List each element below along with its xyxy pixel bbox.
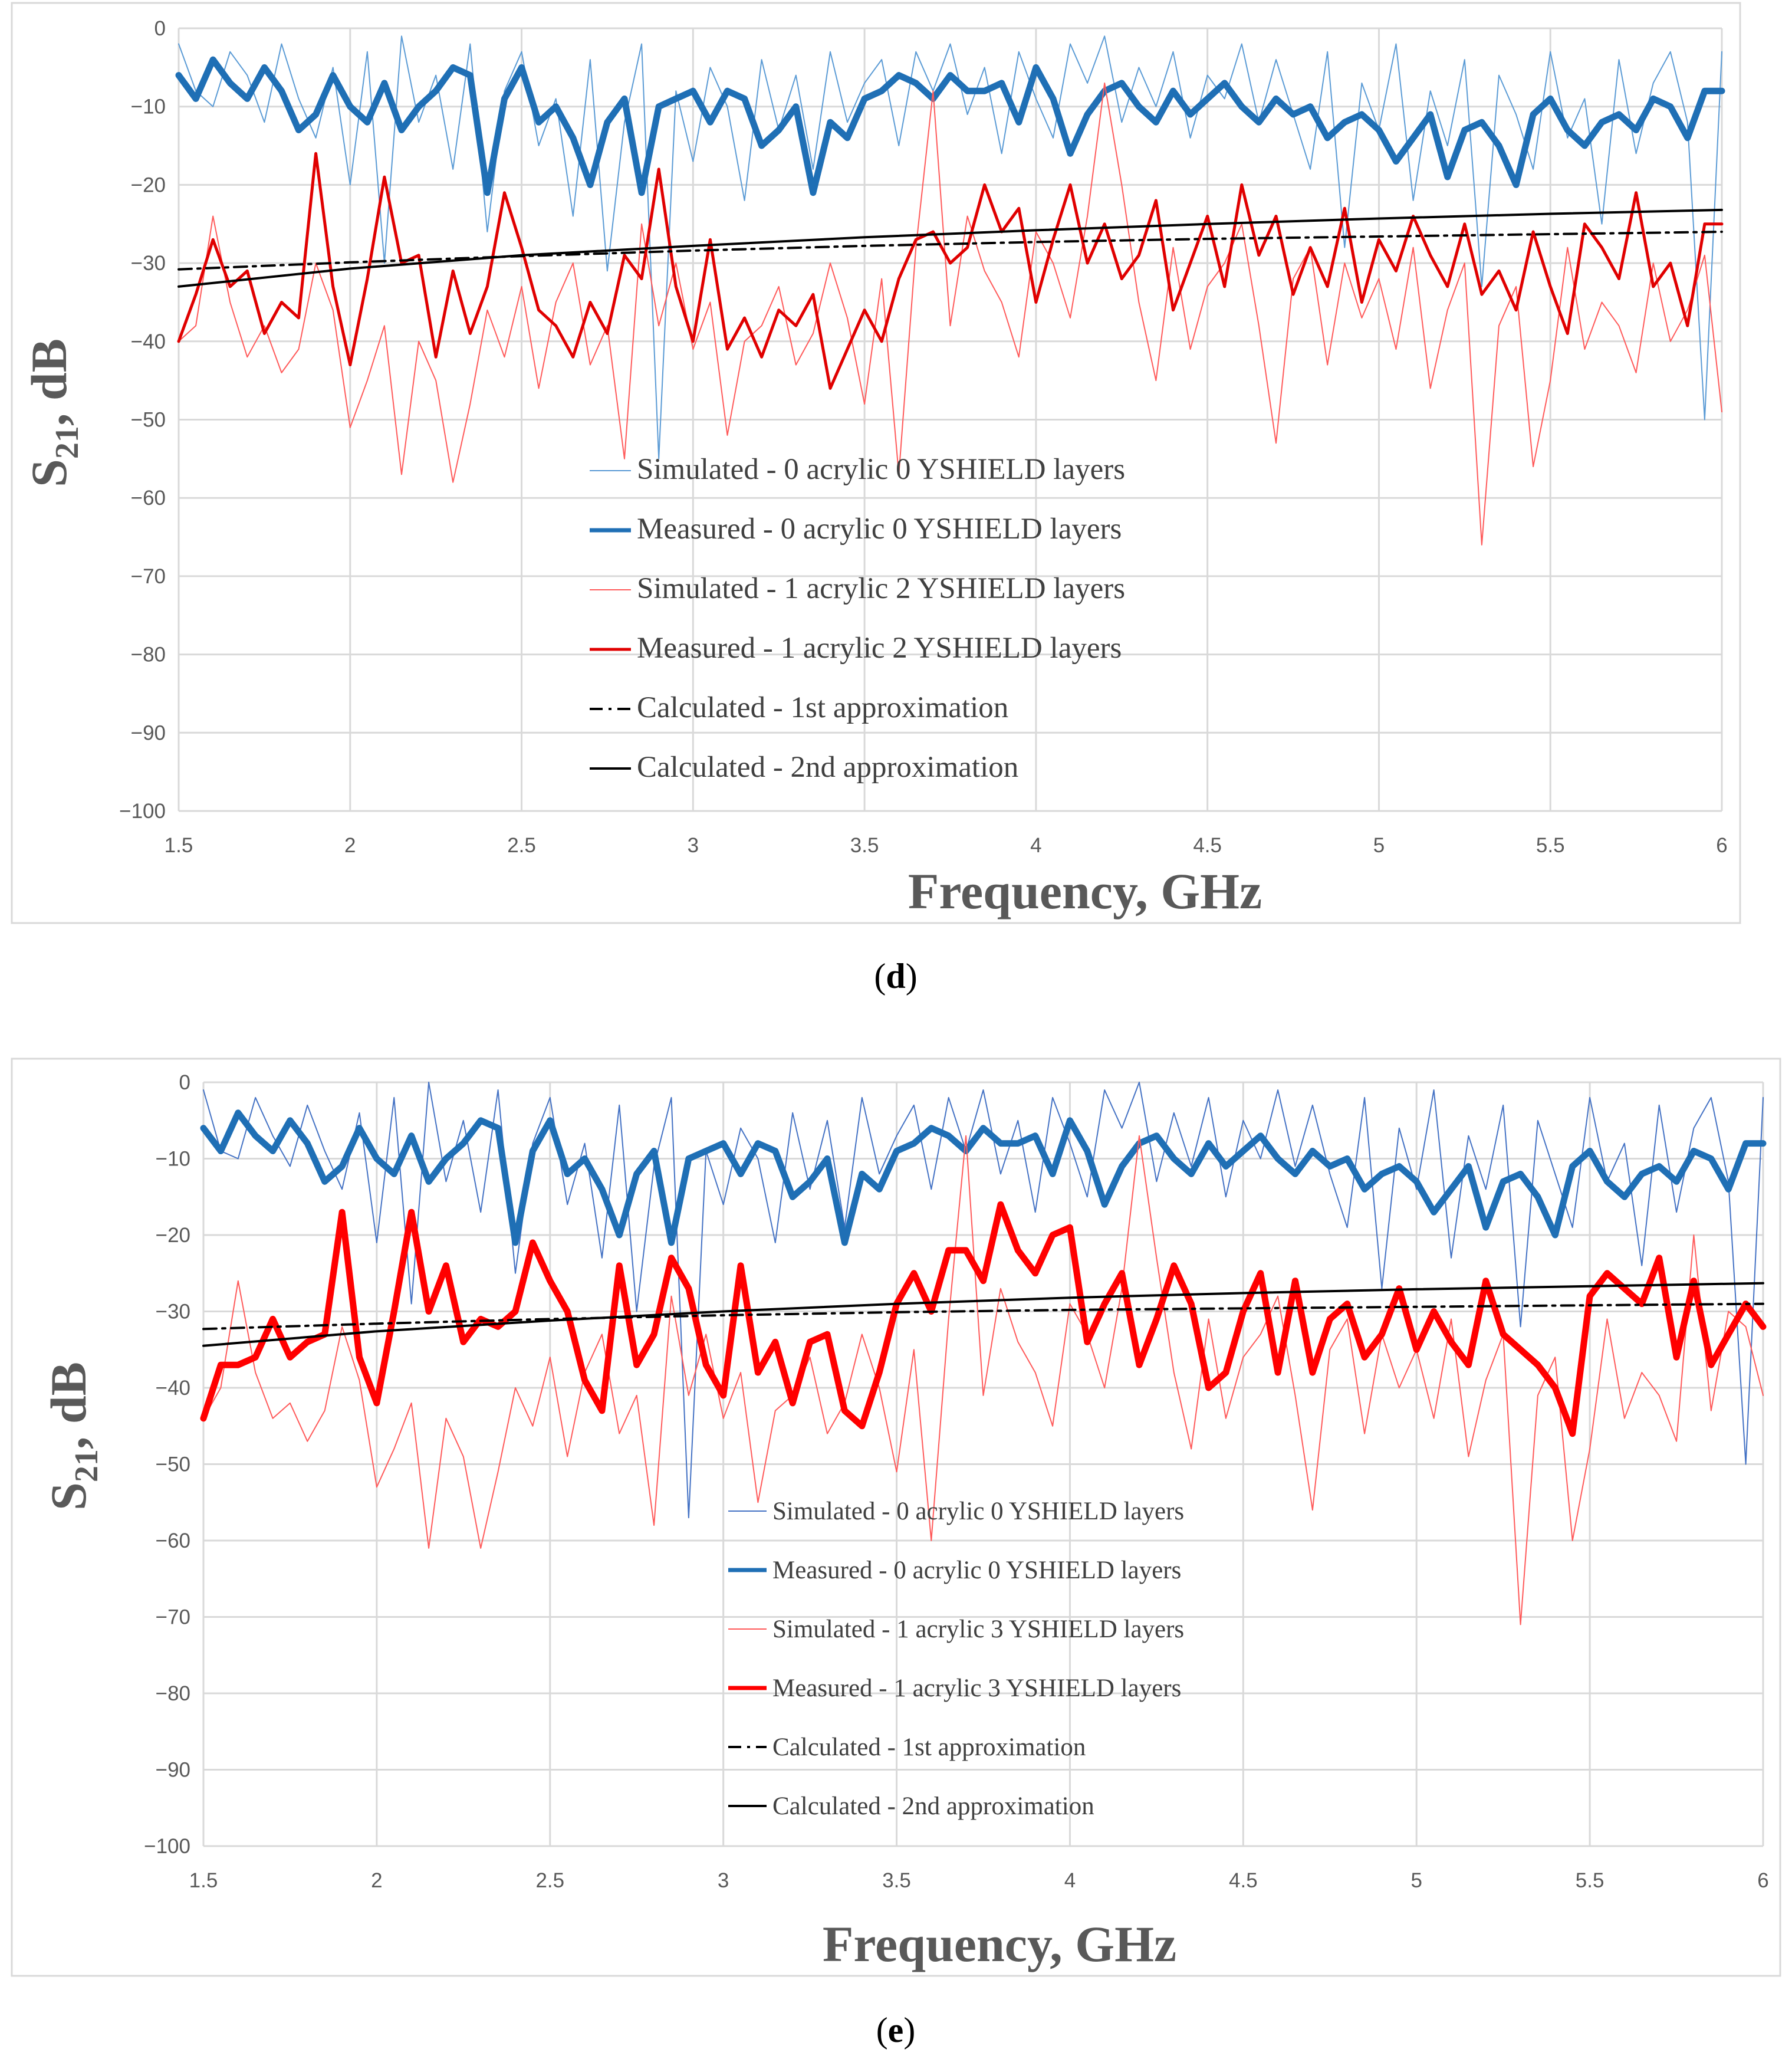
legend-label: Calculated - 2nd approximation bbox=[637, 751, 1018, 784]
y-axis-title-subscript: 21 bbox=[68, 1449, 105, 1482]
y-axis-title-main: S bbox=[40, 1482, 97, 1510]
x-tick-label: 4 bbox=[1030, 834, 1041, 857]
panel-label-d: (d) bbox=[874, 957, 917, 996]
svg-text:S21, dB: S21, dB bbox=[40, 1362, 105, 1510]
series-line-6 bbox=[202, 1282, 1764, 1347]
y-tick-label: −30 bbox=[131, 252, 166, 275]
y-tick-label: −90 bbox=[131, 721, 166, 744]
series-line-2 bbox=[175, 56, 1725, 196]
x-tick-label: 3 bbox=[688, 834, 699, 857]
y-axis-title-main: S bbox=[21, 459, 77, 487]
legend-label: Calculated - 1st approximation bbox=[637, 691, 1008, 724]
y-tick-label: −70 bbox=[131, 565, 166, 588]
chart-panel-d: 0 −10 −20 −30 −40 −50 −60 −70 −80 −90 −100 1.5 2 2.5… bbox=[11, 2, 1741, 924]
y-tick-label: −40 bbox=[131, 330, 166, 353]
x-tick-label: 2 bbox=[344, 834, 356, 857]
y-tick-label: −60 bbox=[156, 1529, 190, 1552]
series-line-1 bbox=[178, 35, 1722, 459]
x-tick-labels: 1.5 2 2.5 3 3.5 4 4.5 5 5.5 6 bbox=[165, 834, 1728, 857]
x-tick-label: 2.5 bbox=[535, 1869, 564, 1892]
legend: Simulated - 0 acrylic 0 YSHIELD layers Me… bbox=[590, 453, 1125, 784]
y-tick-label: −80 bbox=[131, 643, 166, 666]
x-tick-label: 1.5 bbox=[189, 1869, 218, 1892]
legend-label: Simulated - 1 acrylic 2 YSHIELD layers bbox=[637, 572, 1125, 605]
x-tick-label: 2 bbox=[371, 1869, 382, 1892]
x-axis-title: Frequency, GHz bbox=[908, 863, 1262, 920]
y-axis-title: S21, dB bbox=[40, 1362, 105, 1510]
y-tick-labels: 0 −10 −20 −30 −40 −50 −60 −70 −80 −90 −100 bbox=[119, 17, 166, 823]
legend-label: Measured - 1 acrylic 2 YSHIELD layers bbox=[637, 632, 1122, 665]
y-tick-label: 0 bbox=[179, 1071, 190, 1094]
legend-label: Measured - 0 acrylic 0 YSHIELD layers bbox=[637, 513, 1122, 546]
x-tick-label: 5 bbox=[1373, 834, 1385, 857]
panel-d-frame bbox=[11, 2, 1741, 924]
y-tick-label: 0 bbox=[154, 17, 166, 40]
y-tick-label: −100 bbox=[144, 1835, 190, 1858]
series-line-2 bbox=[200, 1109, 1767, 1246]
x-tick-label: 3.5 bbox=[882, 1869, 911, 1892]
data-series bbox=[175, 35, 1725, 546]
series-line-5 bbox=[177, 231, 1723, 271]
legend-label: Measured - 0 acrylic 0 YSHIELD layers bbox=[772, 1556, 1181, 1584]
y-tick-label: −10 bbox=[156, 1148, 190, 1171]
y-tick-label: −50 bbox=[156, 1453, 190, 1476]
series-line-5 bbox=[202, 1302, 1764, 1331]
y-tick-labels: 0 −10 −20 −30 −40 −50 −60 −70 −80 −90 −100 bbox=[144, 1071, 190, 1858]
y-axis-title-subscript: 21 bbox=[49, 426, 86, 459]
y-tick-label: −90 bbox=[156, 1759, 190, 1782]
series-line-3 bbox=[178, 82, 1722, 546]
y-tick-label: −80 bbox=[156, 1682, 190, 1705]
svg-text:S21, dB: S21, dB bbox=[21, 339, 86, 487]
panel-label-d-letter: d bbox=[886, 957, 905, 996]
grid-lines bbox=[202, 1081, 1764, 1847]
y-tick-label: −10 bbox=[131, 96, 166, 119]
legend: Simulated - 0 acrylic 0 YSHIELD layers Me… bbox=[728, 1498, 1184, 1820]
series-line-4 bbox=[200, 1201, 1767, 1437]
y-tick-label: −40 bbox=[156, 1377, 190, 1400]
x-tick-label: 1.5 bbox=[165, 834, 193, 857]
x-tick-label: 4.5 bbox=[1229, 1869, 1258, 1892]
series-line-3 bbox=[203, 1135, 1764, 1625]
x-tick-label: 4.5 bbox=[1193, 834, 1222, 857]
y-tick-label: −50 bbox=[131, 409, 166, 432]
legend-label: Calculated - 1st approximation bbox=[772, 1733, 1086, 1761]
legend-label: Simulated - 1 acrylic 3 YSHIELD layers bbox=[772, 1615, 1184, 1643]
chart-panel-e: 0 −10 −20 −30 −40 −50 −60 −70 −80 −90 −100 1.5 2 2.5… bbox=[11, 1058, 1781, 1977]
data-series bbox=[200, 1082, 1767, 1625]
x-tick-label: 5 bbox=[1410, 1869, 1422, 1892]
x-axis-title: Frequency, GHz bbox=[823, 1916, 1176, 1972]
x-tick-labels: 1.5 2 2.5 3 3.5 4 4.5 5 5.5 6 bbox=[189, 1869, 1769, 1892]
x-tick-label: 4 bbox=[1064, 1869, 1076, 1892]
x-tick-label: 3.5 bbox=[850, 834, 879, 857]
x-tick-label: 5.5 bbox=[1576, 1869, 1604, 1892]
y-tick-label: −70 bbox=[156, 1606, 190, 1629]
series-line-1 bbox=[203, 1082, 1764, 1519]
x-tick-label: 6 bbox=[1757, 1869, 1768, 1892]
y-tick-label: −30 bbox=[156, 1301, 190, 1324]
series-line-4 bbox=[177, 152, 1724, 390]
x-tick-label: 3 bbox=[718, 1869, 729, 1892]
legend-label: Measured - 1 acrylic 3 YSHIELD layers bbox=[772, 1674, 1181, 1702]
panel-label-e-letter: e bbox=[888, 2011, 904, 2050]
y-axis-title-rest: , dB bbox=[21, 339, 77, 426]
legend-label: Calculated - 2nd approximation bbox=[772, 1792, 1094, 1820]
y-axis-title: S21, dB bbox=[21, 339, 86, 487]
y-tick-label: −100 bbox=[119, 800, 166, 823]
x-tick-label: 5.5 bbox=[1536, 834, 1565, 857]
series-line-6 bbox=[177, 208, 1723, 288]
x-tick-label: 6 bbox=[1716, 834, 1727, 857]
y-axis-title-rest: , dB bbox=[40, 1362, 97, 1449]
y-tick-label: −20 bbox=[156, 1224, 190, 1247]
panel-label-e: (e) bbox=[876, 2011, 916, 2050]
y-tick-label: −20 bbox=[131, 173, 166, 196]
x-tick-label: 2.5 bbox=[507, 834, 536, 857]
panel-e-frame bbox=[11, 1058, 1781, 1977]
legend-label: Simulated - 0 acrylic 0 YSHIELD layers bbox=[772, 1498, 1184, 1525]
legend-label: Simulated - 0 acrylic 0 YSHIELD layers bbox=[637, 453, 1125, 486]
y-tick-label: −60 bbox=[131, 487, 166, 510]
